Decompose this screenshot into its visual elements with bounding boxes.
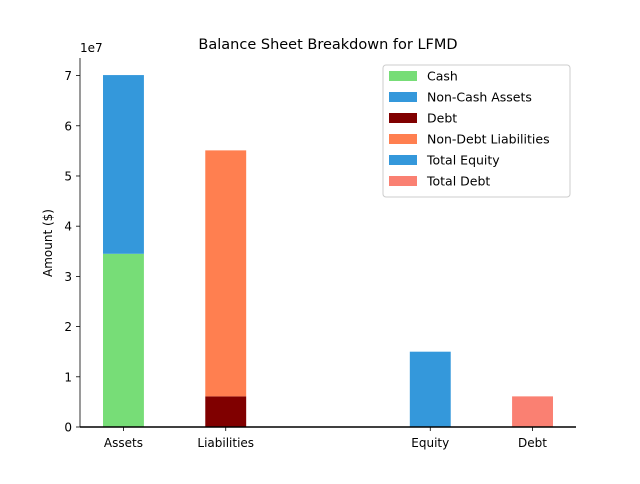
legend-swatch-total-debt (389, 176, 417, 186)
bar-equity-total-equity (409, 351, 451, 427)
y-tick-label: 5 (64, 169, 72, 183)
bars-group (103, 75, 553, 427)
y-tick-label: 3 (64, 270, 72, 284)
legend-swatch-cash (389, 71, 417, 81)
y-tick-label: 7 (64, 69, 72, 83)
y-axis-offset-text: 1e7 (80, 41, 103, 55)
bar-assets-cash (103, 253, 144, 427)
legend-frame (382, 64, 571, 198)
legend-label-debt: Debt (427, 111, 457, 126)
y-tick-label: 4 (64, 220, 72, 234)
bar-liabilities-debt (205, 396, 247, 427)
legend-label-total-debt: Total Debt (426, 174, 490, 189)
chart-title: Balance Sheet Breakdown for LFMD (198, 37, 457, 53)
y-tick-label: 2 (64, 320, 72, 334)
legend-label-total-equity: Total Equity (426, 153, 500, 168)
y-tick-label: 0 (64, 421, 72, 435)
legend-label-non-debt-liabilities: Non-Debt Liabilities (427, 132, 550, 147)
legend-swatch-non-cash-assets (389, 92, 417, 102)
axes-group: 0 1 2 3 4 5 6 7 Assets Liabilities Equity Debt (64, 58, 576, 450)
legend-swatch-non-debt-liabilities (389, 134, 417, 144)
x-tick-label-debt: Debt (518, 436, 547, 450)
legend-swatch-debt (389, 113, 417, 123)
y-tick-label: 1 (64, 370, 72, 384)
y-tick-label: 6 (64, 119, 72, 133)
bar-debt-total-debt (512, 396, 553, 427)
x-tick-label-assets: Assets (104, 436, 143, 450)
y-axis-label: Amount ($) (41, 209, 55, 277)
x-tick-label-liabilities: Liabilities (197, 436, 254, 450)
x-tick-label-equity: Equity (411, 436, 449, 450)
legend: Cash Non-Cash Assets Debt Non-Debt Liabilit… (382, 64, 571, 198)
legend-label-cash: Cash (427, 69, 458, 84)
bar-assets-non-cash-assets (103, 75, 144, 254)
legend-swatch-total-equity (389, 155, 417, 165)
legend-label-non-cash-assets: Non-Cash Assets (427, 90, 532, 105)
bar-liabilities-non-debt-liabilities (205, 150, 247, 397)
